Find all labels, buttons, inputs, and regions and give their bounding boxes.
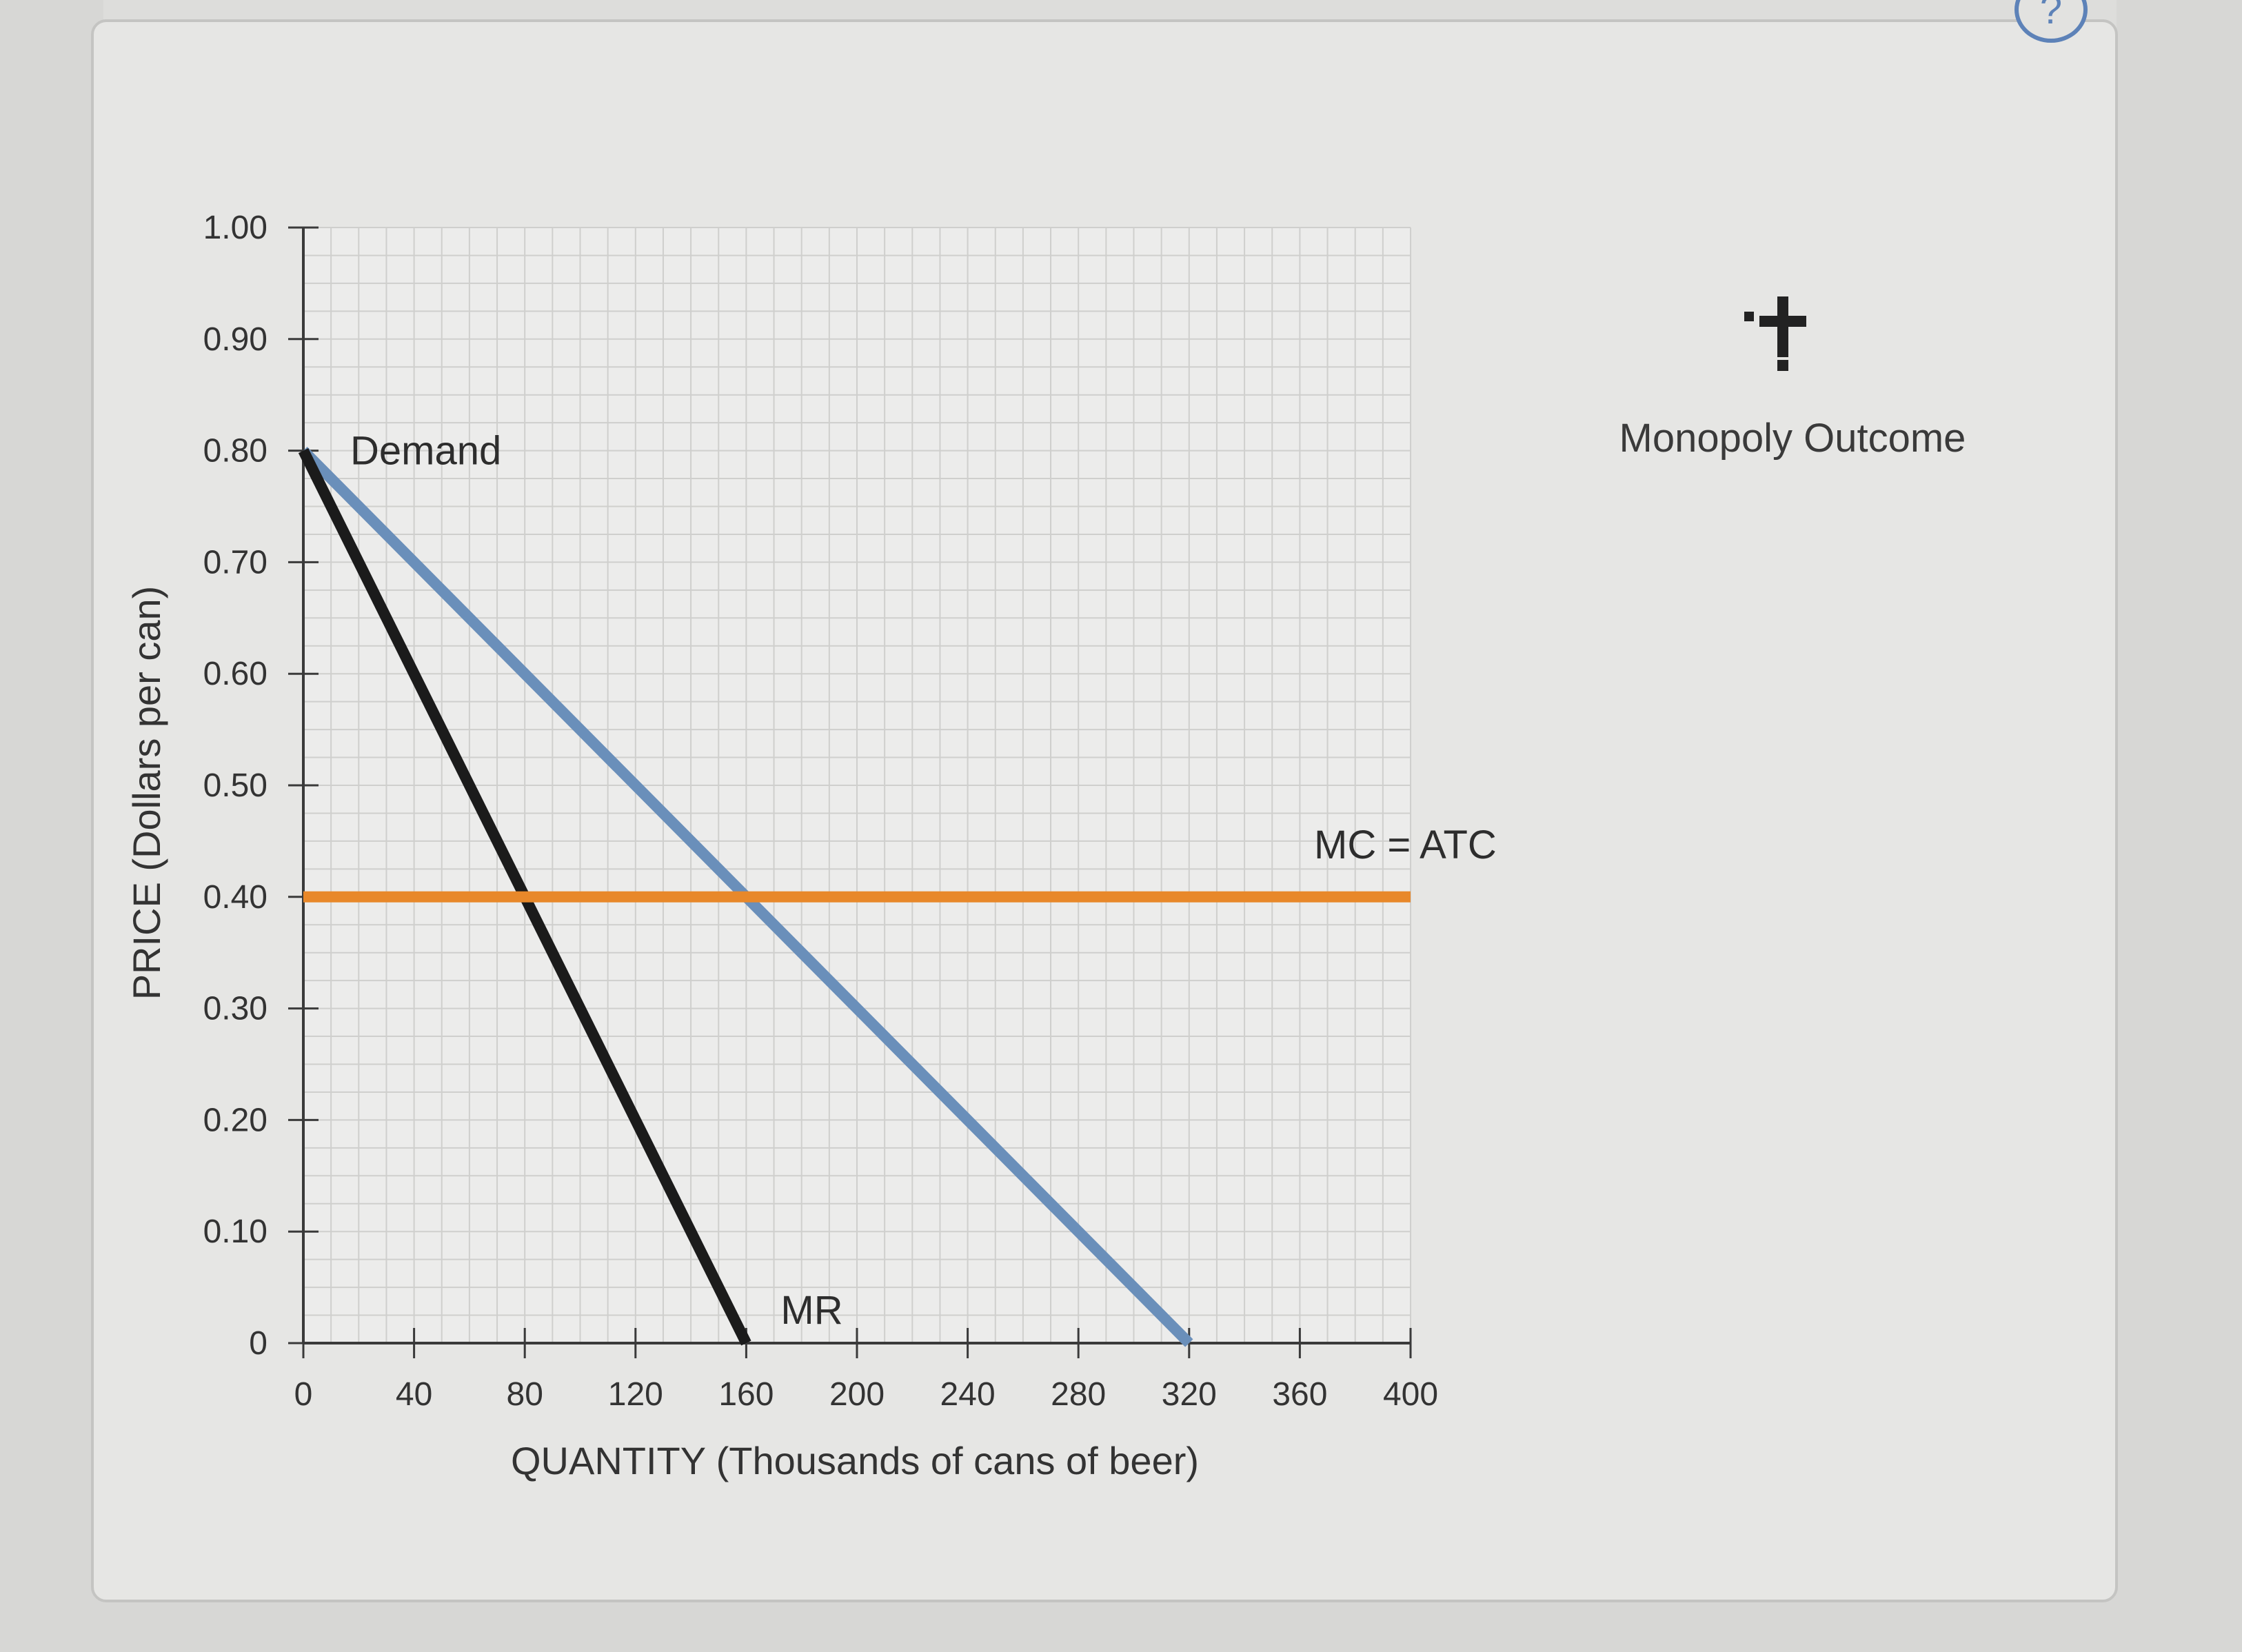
chart-series bbox=[298, 446, 1411, 1347]
x-tick-label: 160 bbox=[718, 1376, 774, 1413]
y-tick-label: 1.00 bbox=[203, 210, 267, 246]
y-tick-label: 0.40 bbox=[203, 879, 267, 916]
y-axis-title: PRICE (Dollars per can) bbox=[125, 586, 168, 1000]
y-tick-label: 0.60 bbox=[203, 656, 267, 692]
help-label: ? bbox=[2039, 0, 2063, 32]
monopoly-outcome-tool[interactable] bbox=[1744, 296, 1820, 372]
plus-icon bbox=[1744, 296, 1806, 371]
y-tick-label: 0 bbox=[249, 1325, 267, 1362]
y-tick-label: 0.50 bbox=[203, 767, 267, 804]
x-tick-label: 320 bbox=[1162, 1376, 1217, 1413]
y-tick-label: 0.90 bbox=[203, 321, 267, 358]
y-tick-label: 0.70 bbox=[203, 544, 267, 581]
y-tick-label: 0.80 bbox=[203, 433, 267, 470]
x-tick-label: 280 bbox=[1051, 1376, 1106, 1413]
x-axis-title: QUANTITY (Thousands of cans of beer) bbox=[511, 1439, 1199, 1482]
x-tick-label: 200 bbox=[829, 1376, 885, 1413]
x-tick-label: 120 bbox=[608, 1376, 663, 1413]
x-tick-label: 80 bbox=[507, 1376, 543, 1413]
y-tick-label: 0.30 bbox=[203, 991, 267, 1027]
demand-label: Demand bbox=[350, 429, 501, 474]
mr-label: MR bbox=[780, 1288, 842, 1333]
x-tick-label: 240 bbox=[940, 1376, 996, 1413]
x-tick-label: 400 bbox=[1383, 1376, 1438, 1413]
chart-grid bbox=[303, 227, 1411, 1344]
y-tick-label: 0.10 bbox=[203, 1213, 267, 1250]
mc-atc-label: MC = ATC bbox=[1314, 823, 1497, 867]
x-tick-label: 0 bbox=[294, 1376, 313, 1413]
x-tick-label: 40 bbox=[396, 1376, 432, 1413]
chart-ticks: 0 0.10 0.20 0.30 0.40 0.50 0.60 0.70 0.80 0.90 1.0… bbox=[203, 210, 1438, 1413]
tool-label: Monopoly Outcome bbox=[1619, 416, 1966, 461]
x-tick-label: 360 bbox=[1272, 1376, 1327, 1413]
chart-labels: Demand MR MC = ATC bbox=[350, 429, 1497, 1333]
y-tick-label: 0.20 bbox=[203, 1102, 267, 1138]
